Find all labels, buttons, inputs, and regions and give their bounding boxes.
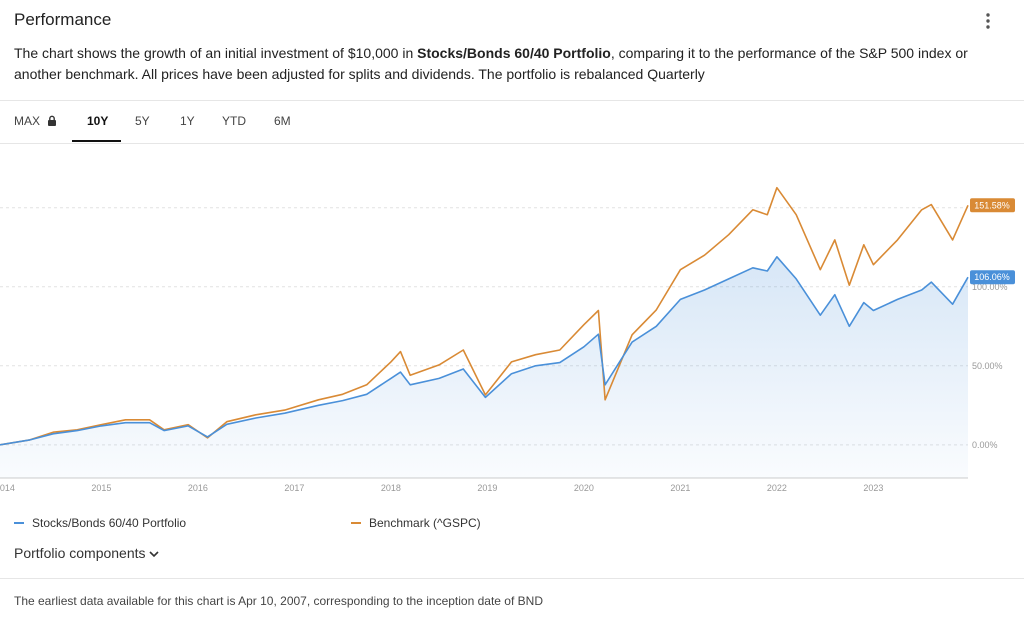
series-line xyxy=(0,186,969,446)
x-tick-label: 2020 xyxy=(574,483,594,493)
tab[interactable]: 6M xyxy=(274,114,291,128)
tab[interactable]: YTD xyxy=(222,114,246,128)
end-label: 106.06% xyxy=(974,272,1010,282)
pc-label: Portfolio components xyxy=(14,545,146,561)
legend-label: Stocks/Bonds 60/40 Portfolio xyxy=(32,516,186,530)
series-line xyxy=(0,256,969,446)
x-tick-label: 2021 xyxy=(670,483,690,493)
tab[interactable]: 5Y xyxy=(135,114,150,128)
x-tick-label: 2015 xyxy=(91,483,111,493)
end-label: 151.58% xyxy=(974,200,1010,210)
end-label-bg xyxy=(970,198,1015,213)
footnote: The earliest data available for this cha… xyxy=(14,594,543,608)
tab-underline xyxy=(72,140,121,142)
tab[interactable]: 1Y xyxy=(180,114,195,128)
legend-label: Benchmark (^GSPC) xyxy=(369,516,481,530)
desc-text: The chart shows the growth of an initial… xyxy=(14,45,418,61)
y-tick-label: 50.00% xyxy=(972,361,1003,371)
chevron xyxy=(149,551,159,558)
divider xyxy=(0,143,1024,144)
x-tick-label: 2014 xyxy=(0,483,15,493)
y-tick-label: 0.00% xyxy=(972,440,998,450)
divider xyxy=(0,100,1024,101)
tab[interactable]: 10Y xyxy=(87,114,109,128)
area xyxy=(0,256,968,478)
divider xyxy=(0,578,1024,579)
desc-bold: Stocks/Bonds 60/40 Portfolio xyxy=(417,45,611,61)
lock-icon xyxy=(48,115,56,126)
portfolio-components[interactable]: Portfolio components xyxy=(14,545,159,561)
x-tick-label: 2016 xyxy=(188,483,208,493)
x-tick-label: 2023 xyxy=(863,483,883,493)
menu-button[interactable] xyxy=(983,12,993,30)
y-tick-label: 100.00% xyxy=(972,282,1008,292)
tab[interactable]: MAX xyxy=(14,114,41,128)
x-tick-label: 2017 xyxy=(284,483,304,493)
desc-text: , comparing it to the performance of the… xyxy=(14,45,968,82)
x-tick-label: 2019 xyxy=(477,483,497,493)
title: Performance xyxy=(14,10,112,29)
x-tick-label: 2022 xyxy=(767,483,787,493)
x-tick-label: 2018 xyxy=(381,483,401,493)
end-label-bg xyxy=(970,270,1015,285)
description: The chart shows the growth of an initial… xyxy=(14,43,1014,85)
